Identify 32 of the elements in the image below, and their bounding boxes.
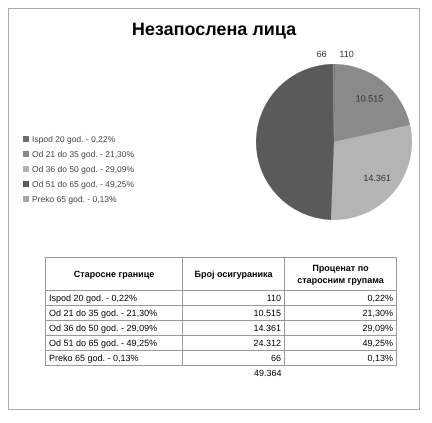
text: Старосне границе (46, 258, 182, 290)
data-label: 110 (339, 49, 354, 59)
text: Проценат по старосним групама (284, 258, 396, 290)
legend-label: Ispod 20 god. - 0,22% (32, 134, 116, 144)
text: 0,22% (284, 290, 396, 306)
data-label: 14.361 (363, 172, 391, 183)
category-label: Od 36 do 50 god. - 29,09% (49, 323, 158, 333)
data-label: 10.515 (356, 93, 384, 104)
text: 29,09% (284, 320, 396, 336)
text: 10.515 (182, 306, 284, 320)
text: Број осигураника (182, 258, 284, 290)
pie-slice (334, 64, 410, 142)
legend-label: Preko 65 god. - 0,13% (32, 194, 117, 204)
text: 49,25% (284, 336, 396, 350)
text: 24.312 (182, 336, 284, 350)
text: 0,13% (284, 350, 396, 366)
text: 49.364 (254, 368, 282, 378)
category-label: Od 21 do 35 god. - 21,30% (49, 308, 158, 318)
legend-label: Od 36 do 50 god. - 29,09% (32, 164, 134, 174)
text: 21,30% (284, 306, 396, 320)
pie-slice (256, 64, 334, 220)
legend-label: Od 21 do 35 god. - 21,30% (32, 148, 134, 158)
text: 110 (182, 290, 284, 306)
pie-slice (330, 125, 412, 220)
text: 66 (182, 350, 284, 366)
chart-title: Незапослена лица (130, 19, 298, 41)
category-label: Ispod 20 god. - 0,22% (49, 293, 138, 303)
data-label: 66 (316, 49, 327, 59)
text: 14.361 (182, 320, 284, 336)
legend-label: Od 51 do 65 god. - 49,25% (32, 178, 134, 188)
category-label: Od 51 do 65 god. - 49,25% (49, 338, 158, 348)
category-label: Preko 65 god. - 0,13% (49, 353, 139, 363)
